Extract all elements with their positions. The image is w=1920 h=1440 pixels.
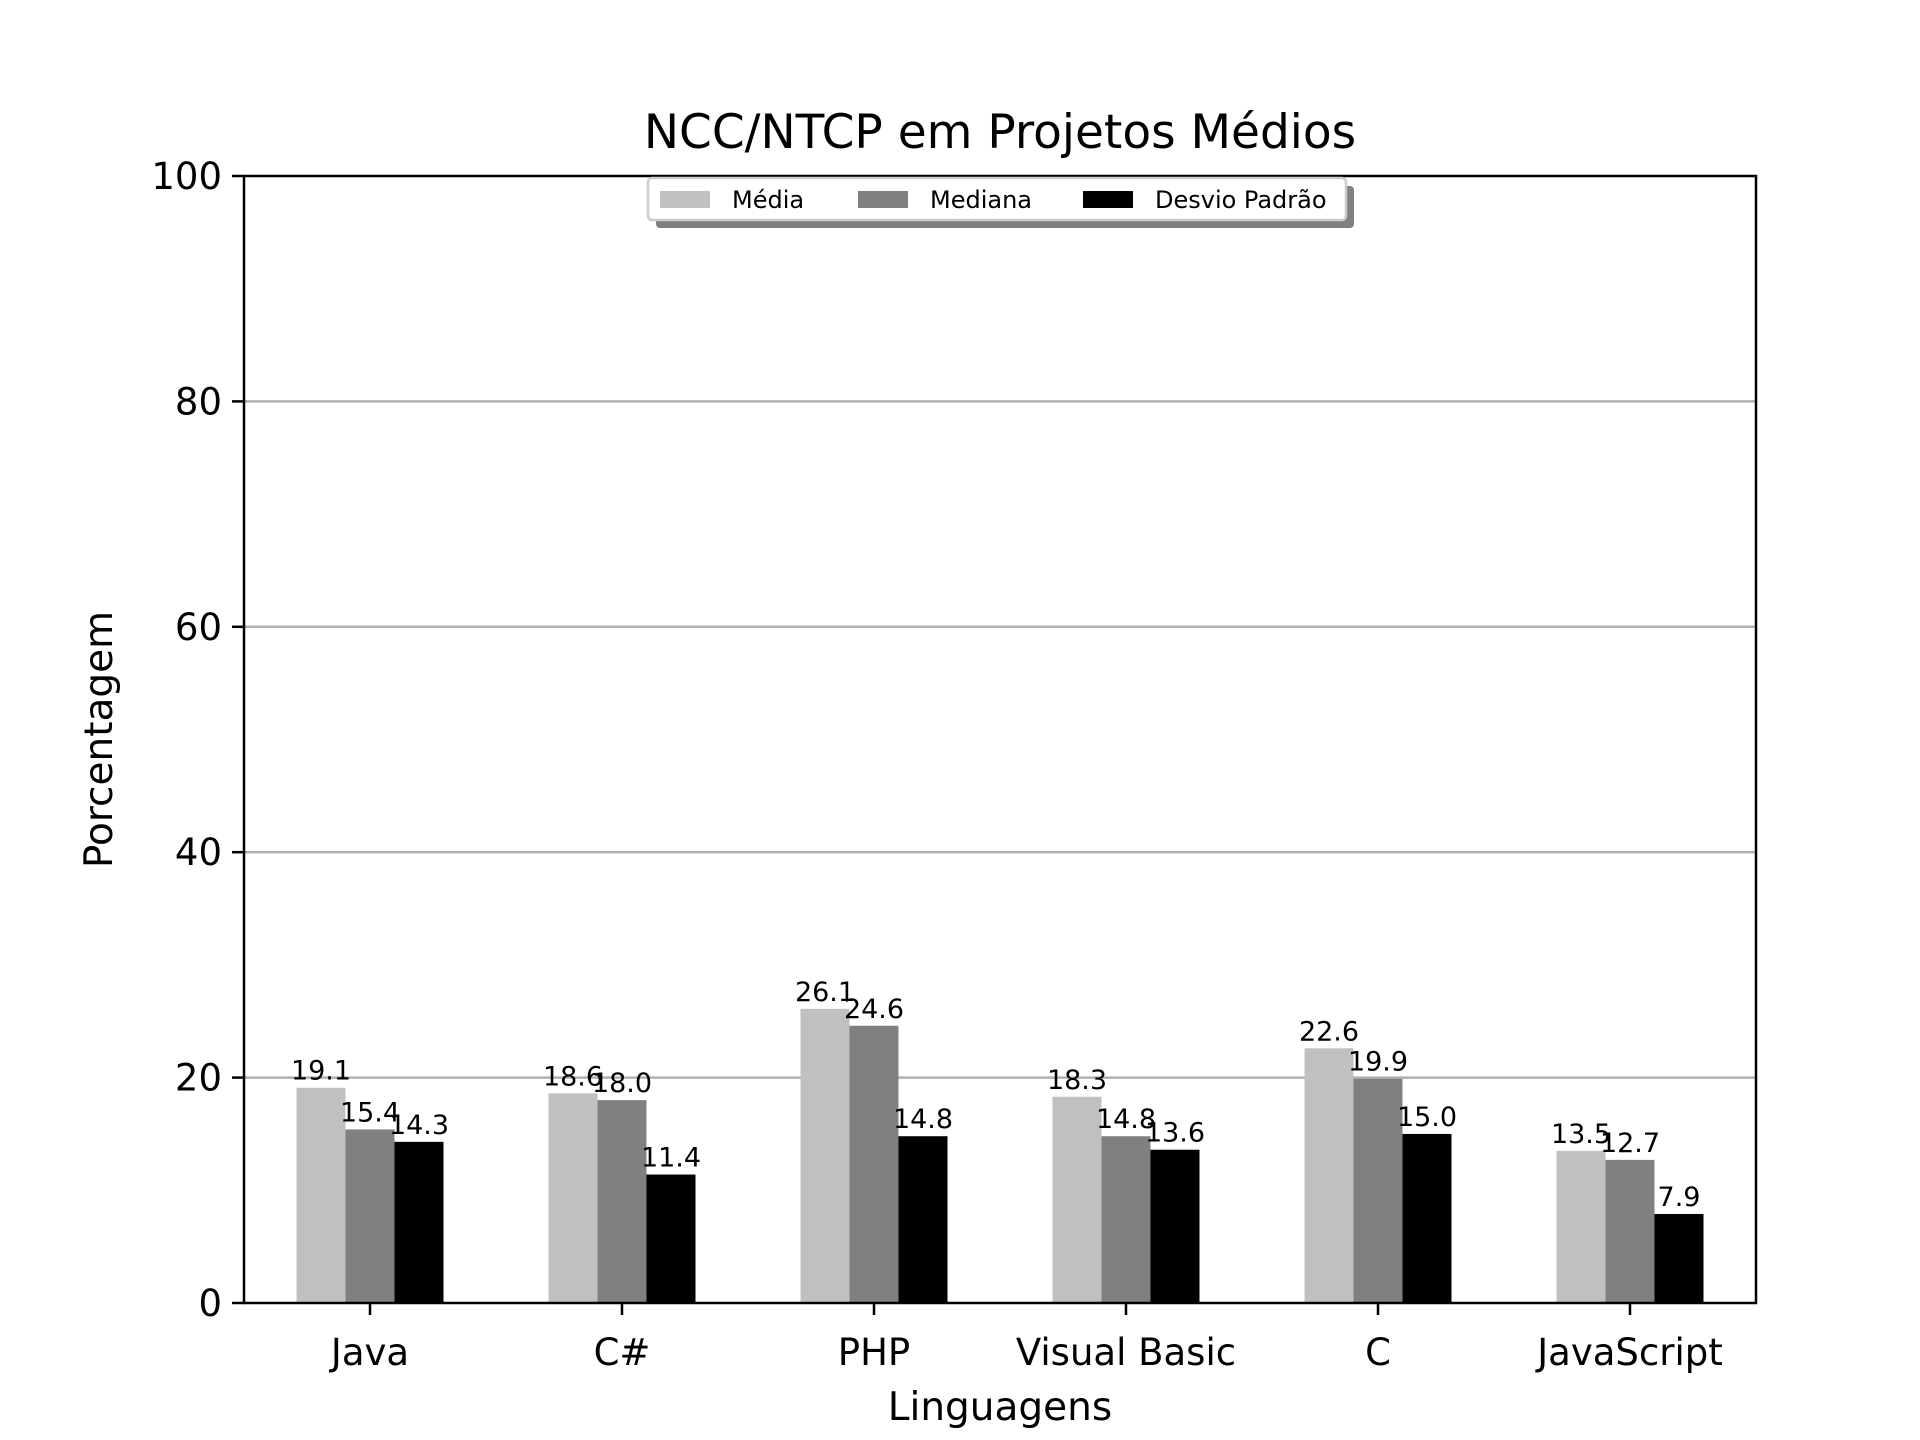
- bars: [296, 1008, 1704, 1303]
- data-label: 14.8: [1096, 1104, 1156, 1135]
- y-tick-label: 100: [151, 155, 222, 198]
- x-axis: Java C# PHP Visual Basic C JavaScript: [329, 1303, 1723, 1374]
- y-tick-label: 40: [175, 831, 222, 874]
- legend-box: [646, 176, 1348, 222]
- bar: [646, 1174, 696, 1303]
- data-label: 13.5: [1551, 1119, 1611, 1150]
- data-label: 13.6: [1145, 1118, 1205, 1149]
- plot-frame: [242, 174, 1758, 1305]
- y-axis: 0 20 40 60 80 100: [151, 155, 244, 1325]
- legend-label: Média: [732, 186, 804, 214]
- legend: Média Mediana Desvio Padrão: [646, 176, 1354, 228]
- data-label: 14.8: [893, 1104, 953, 1135]
- chart-title: NCC/NTCP em Projetos Médios: [644, 105, 1356, 160]
- bar: [1052, 1096, 1102, 1303]
- x-tick-label: PHP: [838, 1331, 910, 1374]
- bar: [1304, 1048, 1354, 1303]
- bar: [597, 1100, 647, 1303]
- data-label: 14.3: [389, 1110, 449, 1141]
- x-tick-label: Visual Basic: [1016, 1331, 1236, 1374]
- x-tick-label: C#: [594, 1331, 651, 1374]
- x-tick-label: Java: [329, 1331, 409, 1374]
- legend-swatch: [1083, 191, 1133, 208]
- grid-lines: [244, 400, 1756, 1079]
- bar: [800, 1008, 850, 1303]
- data-label: 18.6: [543, 1061, 603, 1092]
- data-label: 19.9: [1348, 1047, 1408, 1078]
- data-label: 11.4: [641, 1143, 701, 1174]
- legend-swatch: [660, 191, 710, 208]
- data-label: 15.0: [1397, 1102, 1457, 1133]
- legend-swatch: [858, 191, 908, 208]
- y-tick-label: 20: [175, 1057, 222, 1100]
- data-label: 22.6: [1299, 1016, 1359, 1047]
- data-label: 24.6: [844, 994, 904, 1025]
- bar: [1556, 1150, 1606, 1303]
- data-label: 19.1: [291, 1056, 351, 1087]
- bar: [1605, 1159, 1655, 1303]
- bar: [345, 1129, 395, 1303]
- data-label: 18.3: [1047, 1065, 1107, 1096]
- bar: [1654, 1213, 1704, 1303]
- data-label: 15.4: [340, 1097, 400, 1128]
- bar: [1150, 1149, 1200, 1303]
- y-tick-label: 80: [175, 380, 222, 423]
- x-tick-label: JavaScript: [1535, 1331, 1722, 1374]
- bar: [849, 1025, 899, 1303]
- bar: [898, 1136, 948, 1303]
- data-label: 12.7: [1600, 1128, 1660, 1159]
- x-tick-label: C: [1365, 1331, 1391, 1374]
- bar: [394, 1141, 444, 1303]
- data-label: 26.1: [795, 977, 855, 1008]
- y-tick-label: 60: [175, 606, 222, 649]
- y-axis-title: Porcentagem: [77, 611, 122, 868]
- data-label: 7.9: [1658, 1182, 1701, 1213]
- legend-label: Desvio Padrão: [1155, 186, 1327, 214]
- bar: [1101, 1136, 1151, 1303]
- y-tick-label: 0: [198, 1282, 222, 1325]
- x-axis-title: Linguagens: [888, 1385, 1112, 1430]
- bar: [548, 1093, 598, 1303]
- data-label: 18.0: [592, 1068, 652, 1099]
- data-labels: 19.1 15.414.3 18.618.0 11.4 26.124.6 14.8 18.3…: [291, 977, 1701, 1213]
- bar: [1353, 1078, 1403, 1303]
- bar: [296, 1087, 346, 1303]
- bar: [1402, 1133, 1452, 1303]
- legend-label: Mediana: [930, 186, 1032, 214]
